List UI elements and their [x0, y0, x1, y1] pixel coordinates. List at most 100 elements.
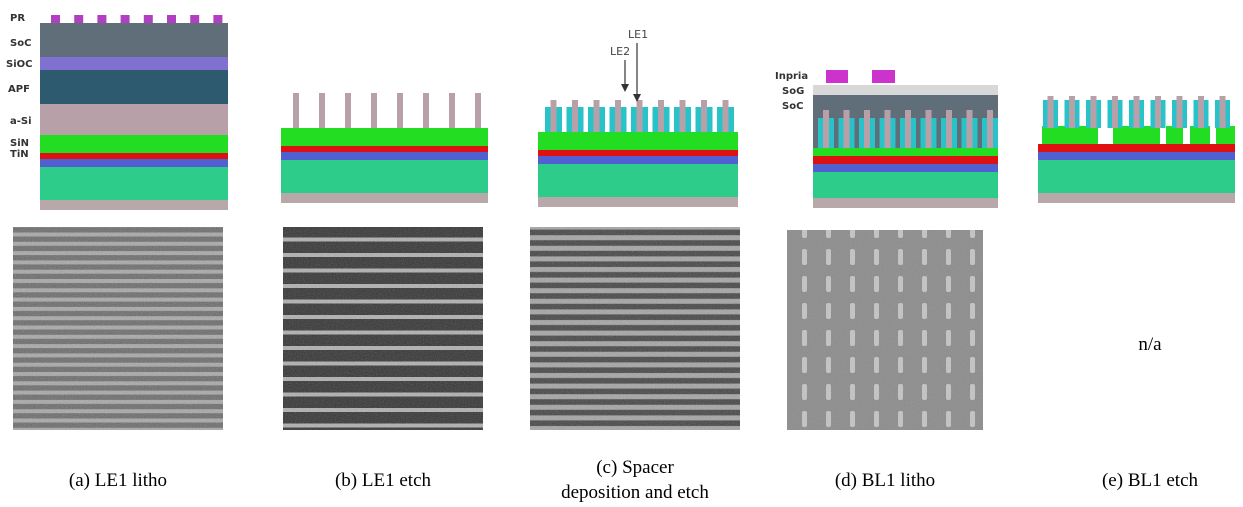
- layer-label: SoC: [782, 101, 803, 112]
- layer: [40, 23, 228, 57]
- line: [1177, 96, 1183, 128]
- layer: [813, 172, 998, 198]
- sem-noise: [13, 227, 223, 430]
- layer-label: SoG: [782, 86, 804, 97]
- line: [449, 93, 455, 128]
- sem-noise: [283, 227, 483, 430]
- line: [475, 93, 481, 128]
- layer: [1038, 160, 1235, 193]
- line: [1069, 96, 1075, 128]
- line: [723, 100, 729, 132]
- layer: [538, 164, 738, 197]
- line: [885, 110, 891, 148]
- layer: [538, 132, 738, 150]
- line: [1048, 96, 1054, 128]
- line: [701, 100, 707, 132]
- line: [926, 110, 932, 148]
- sem-noise: [530, 227, 740, 430]
- line: [658, 100, 664, 132]
- layer-label: SoC: [10, 38, 31, 49]
- line: [371, 93, 377, 128]
- line: [1155, 96, 1161, 128]
- resist-block: [97, 15, 106, 23]
- layer: [1042, 126, 1098, 144]
- layer-label: SiOC: [6, 59, 32, 70]
- line: [572, 100, 578, 132]
- arrow-label: LE1: [628, 28, 648, 41]
- line: [946, 110, 952, 148]
- layer: [538, 197, 738, 207]
- layer: [40, 159, 228, 167]
- line: [864, 110, 870, 148]
- arrowhead: [621, 84, 629, 92]
- layer: [1166, 126, 1183, 144]
- resist-block: [872, 70, 895, 83]
- layer: [538, 150, 738, 156]
- line: [615, 100, 621, 132]
- layer-label: TiN: [10, 149, 29, 160]
- layer: [1113, 126, 1160, 144]
- layer: [281, 193, 488, 203]
- layer: [40, 70, 228, 104]
- line: [345, 93, 351, 128]
- sem-images: [13, 227, 983, 430]
- caption: (c) Spacer: [596, 457, 674, 478]
- layer: [813, 164, 998, 172]
- resist-block: [74, 15, 83, 23]
- layer: [813, 156, 998, 164]
- line: [1112, 96, 1118, 128]
- line: [987, 110, 993, 148]
- line: [551, 100, 557, 132]
- layer: [813, 85, 998, 95]
- resist-block: [121, 15, 130, 23]
- layer: [40, 104, 228, 135]
- layer: [813, 198, 998, 208]
- line: [397, 93, 403, 128]
- figure: n/a PR SoC SiOC APF a-Si SiN TiN LE1 LE2…: [0, 0, 1243, 507]
- sem-noise: [787, 230, 983, 430]
- line: [1198, 96, 1204, 128]
- resist-block: [167, 15, 176, 23]
- layer: [40, 153, 228, 159]
- caption: (a) LE1 litho: [69, 470, 167, 491]
- line: [967, 110, 973, 148]
- artwork: [40, 15, 1235, 210]
- line: [1134, 96, 1140, 128]
- line: [594, 100, 600, 132]
- layer: [281, 160, 488, 193]
- layer-label: Inpria: [775, 71, 808, 82]
- missing-image-text: n/a: [1138, 334, 1162, 355]
- layer-label: PR: [10, 13, 25, 24]
- layer: [1038, 144, 1235, 152]
- layer: [538, 156, 738, 164]
- line: [823, 110, 829, 148]
- caption: (e) BL1 etch: [1102, 470, 1199, 491]
- line: [844, 110, 850, 148]
- caption: deposition and etch: [561, 482, 709, 503]
- line: [680, 100, 686, 132]
- resist-block: [51, 15, 60, 23]
- layer: [1038, 152, 1235, 160]
- line: [905, 110, 911, 148]
- layer: [813, 148, 998, 156]
- layer-label: a-Si: [10, 116, 32, 127]
- resist-block: [826, 70, 848, 83]
- layer: [281, 146, 488, 152]
- line: [1220, 96, 1226, 128]
- arrow-label: LE2: [610, 45, 630, 58]
- caption: (b) LE1 etch: [335, 470, 432, 491]
- line: [319, 93, 325, 128]
- layer: [281, 152, 488, 160]
- layer: [1190, 126, 1210, 144]
- layer: [40, 200, 228, 210]
- layer: [40, 57, 228, 70]
- line: [1091, 96, 1097, 128]
- resist-block: [213, 15, 222, 23]
- line: [293, 93, 299, 128]
- line: [637, 100, 643, 132]
- layer: [1216, 126, 1235, 144]
- layer: [281, 128, 488, 146]
- layer-label: SiN: [10, 138, 29, 149]
- layer-label: APF: [8, 84, 30, 95]
- line: [423, 93, 429, 128]
